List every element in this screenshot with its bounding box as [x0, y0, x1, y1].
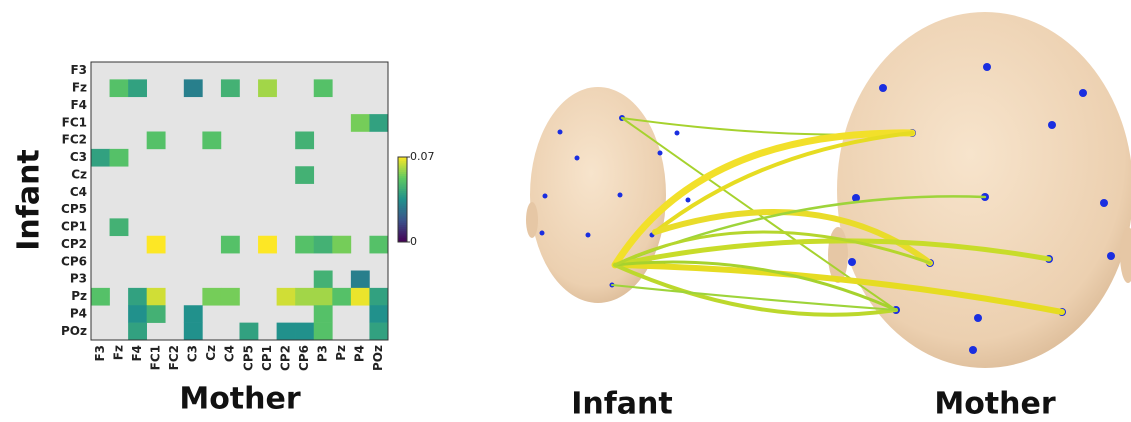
- x-tick-label: F4: [130, 345, 144, 362]
- heatmap-cell: [314, 323, 333, 341]
- x-axis-label: Mother: [179, 382, 301, 417]
- heatmap-cell: [369, 288, 388, 306]
- y-axis-label: Infant: [12, 149, 47, 251]
- heatmap-cell: [258, 79, 277, 97]
- y-tick-label: CP1: [61, 220, 87, 234]
- heatmap-cell: [314, 236, 333, 254]
- heatmap-cell: [128, 79, 147, 97]
- heatmap-cell: [221, 79, 240, 97]
- heatmap-cell: [351, 114, 370, 132]
- x-tick-label: Cz: [204, 345, 218, 361]
- x-tick-label: CP2: [278, 345, 292, 371]
- heatmap-cell: [128, 305, 147, 323]
- heatmap-cell: [351, 288, 370, 306]
- y-tick-label: Fz: [72, 81, 87, 95]
- y-tick-label: F3: [70, 63, 87, 77]
- heatmap-cell: [295, 166, 314, 184]
- x-tick-label: P4: [353, 345, 367, 362]
- heatmap-cell: [369, 323, 388, 341]
- heatmap-cell: [91, 149, 110, 167]
- heatmap-cell: [314, 79, 333, 97]
- y-tick-label: FC1: [62, 115, 87, 129]
- heatmap-cell: [369, 114, 388, 132]
- x-tick-label: F3: [93, 345, 107, 362]
- heatmap-cell: [128, 323, 147, 341]
- heatmap-cell: [110, 218, 129, 236]
- heatmap-cell: [295, 288, 314, 306]
- x-tick-label: CP6: [297, 345, 311, 371]
- colorbar-tick-label: 0: [410, 235, 417, 248]
- illustration-label: Mother: [934, 387, 1056, 422]
- y-tick-label: C3: [70, 150, 87, 164]
- x-tick-label: CP5: [241, 345, 255, 371]
- heatmap-cell: [202, 132, 221, 150]
- heatmap-cell: [295, 323, 314, 341]
- y-tick-label: CP2: [61, 237, 87, 251]
- heatmap-cell: [369, 236, 388, 254]
- heatmap-cell: [295, 132, 314, 150]
- heatmap-cell: [295, 236, 314, 254]
- heatmap-cell: [332, 236, 351, 254]
- y-tick-label: POz: [61, 324, 87, 338]
- heatmap-cell: [110, 149, 129, 167]
- heatmap-cell: [277, 288, 296, 306]
- illustration-label: Infant: [571, 387, 673, 422]
- infant-ear: [526, 202, 538, 238]
- heatmap-cell: [351, 271, 370, 289]
- y-tick-label: FC2: [62, 133, 87, 147]
- y-tick-label: Pz: [71, 289, 87, 303]
- heatmap-cell: [369, 305, 388, 323]
- heatmap-cell: [240, 323, 259, 341]
- heatmap-cell: [110, 79, 129, 97]
- x-tick-label: POz: [371, 345, 385, 371]
- x-tick-label: C3: [186, 345, 200, 362]
- heatmap-cell: [314, 271, 333, 289]
- heatmap-cell: [91, 288, 110, 306]
- y-tick-label: P4: [70, 306, 87, 320]
- heatmap-cell: [221, 236, 240, 254]
- heatmap-cell: [221, 288, 240, 306]
- heatmap-cell: [147, 132, 166, 150]
- heatmap-cell: [277, 323, 296, 341]
- heatmap-cell: [202, 288, 221, 306]
- heatmap-cell: [128, 288, 147, 306]
- heatmap-cell: [258, 236, 277, 254]
- y-tick-label: Cz: [71, 167, 87, 181]
- x-tick-label: CP1: [260, 345, 274, 371]
- y-tick-label: P3: [70, 272, 87, 286]
- x-tick-label: Fz: [111, 345, 125, 360]
- x-tick-label: FC1: [148, 345, 162, 370]
- y-tick-label: F4: [70, 98, 87, 112]
- head-illustration: [526, 12, 1131, 368]
- x-tick-label: P3: [316, 345, 330, 362]
- x-tick-label: Pz: [334, 345, 348, 361]
- y-tick-label: CP6: [61, 254, 87, 268]
- colorbar-tick-label: 0.07: [410, 150, 435, 163]
- heatmap-cell: [184, 323, 203, 341]
- heatmap-cell: [314, 288, 333, 306]
- heatmap-cell: [184, 79, 203, 97]
- heatmap-cell: [314, 305, 333, 323]
- heatmap-cell: [147, 288, 166, 306]
- figure: Infant Mother Infant Mother F3 Fz F4 FC1 FC2…: [0, 0, 1131, 422]
- heatmap-cell: [332, 288, 351, 306]
- y-tick-label: C4: [70, 185, 87, 199]
- x-tick-label: FC2: [167, 345, 181, 370]
- x-tick-label: C4: [223, 345, 237, 362]
- infant-head: [530, 87, 666, 303]
- heatmap-cell: [147, 305, 166, 323]
- y-tick-label: CP5: [61, 202, 87, 216]
- heatmap-cell: [147, 236, 166, 254]
- heatmap-cell: [184, 305, 203, 323]
